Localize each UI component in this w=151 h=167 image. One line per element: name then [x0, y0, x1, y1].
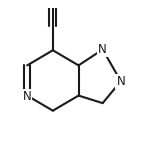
Text: N: N	[23, 90, 32, 103]
Text: N: N	[116, 75, 125, 88]
Text: N: N	[98, 43, 107, 56]
